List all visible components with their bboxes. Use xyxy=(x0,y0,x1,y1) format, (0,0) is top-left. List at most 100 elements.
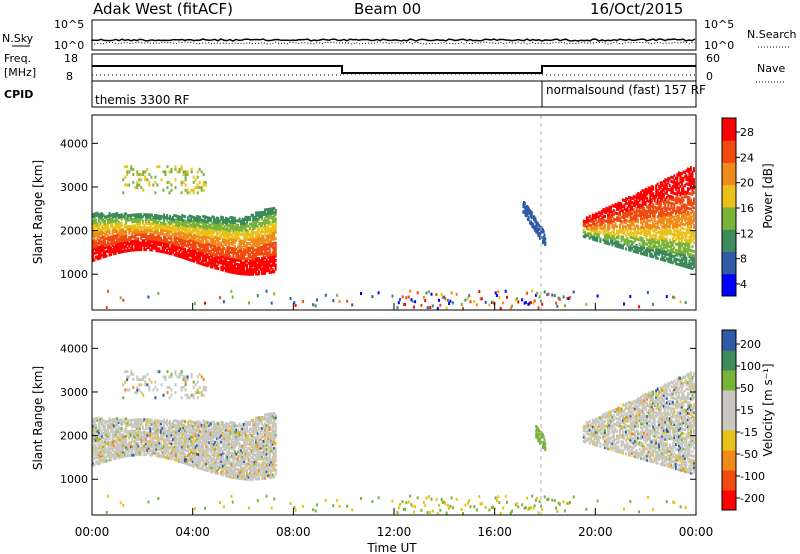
echo-cell xyxy=(137,224,140,228)
echo-cell xyxy=(92,252,94,256)
echo-cell xyxy=(230,246,233,250)
echo-cell xyxy=(258,246,261,250)
echo-cell xyxy=(95,233,97,237)
echo-cell xyxy=(99,221,102,225)
echo-cell xyxy=(268,227,271,231)
echo-cell xyxy=(602,214,605,218)
echo-cell xyxy=(262,267,265,271)
echo-cell xyxy=(92,448,94,452)
echo-cell xyxy=(230,238,233,241)
echo-cell xyxy=(661,240,664,244)
echo-cell xyxy=(111,235,114,239)
echo-cell xyxy=(116,214,119,218)
echo-cell xyxy=(229,270,232,274)
echo-cell xyxy=(206,218,209,222)
echo-cell xyxy=(688,174,691,178)
echo-cell xyxy=(164,233,167,237)
echo-cell xyxy=(206,225,209,228)
echo-cell xyxy=(194,218,197,222)
echo-cell xyxy=(534,217,537,221)
echo-cell xyxy=(449,299,452,303)
echo-cell xyxy=(237,271,239,275)
echo-cell xyxy=(110,458,113,461)
echo-cell xyxy=(117,418,120,422)
echo-cell xyxy=(215,247,218,251)
echo-cell xyxy=(655,195,658,199)
echo-cell xyxy=(668,212,671,216)
echo-cell xyxy=(137,435,140,439)
echo-cell xyxy=(124,165,127,169)
echo-cell xyxy=(105,226,108,229)
echo-cell xyxy=(175,247,178,251)
echo-cell xyxy=(160,243,162,247)
echo-cell xyxy=(199,224,202,228)
echo-cell xyxy=(516,297,519,300)
echo-cell xyxy=(102,251,105,254)
echo-cell xyxy=(193,222,196,226)
echo-cell xyxy=(596,236,599,240)
echo-cell xyxy=(693,178,695,181)
echo-cell xyxy=(144,446,147,450)
echo-cell xyxy=(264,263,267,266)
echo-cell xyxy=(262,230,265,234)
echo-cell xyxy=(128,218,131,222)
echo-cell xyxy=(273,233,276,237)
echo-cell xyxy=(114,249,117,253)
echo-cell xyxy=(198,167,201,171)
echo-cell xyxy=(155,427,158,431)
echo-cell xyxy=(514,298,517,302)
echo-cell xyxy=(625,210,627,214)
echo-cell xyxy=(690,255,692,259)
echo-cell xyxy=(640,232,643,236)
echo-cell xyxy=(690,238,692,242)
echo-cell xyxy=(676,210,679,214)
echo-cell xyxy=(238,256,241,260)
echo-cell xyxy=(619,212,621,216)
echo-cell xyxy=(155,246,158,250)
echo-cell xyxy=(634,239,637,243)
echo-cell xyxy=(606,229,609,232)
echo-cell xyxy=(141,230,144,234)
echo-cell xyxy=(193,251,196,254)
echo-cell xyxy=(594,238,597,242)
echo-cell xyxy=(634,215,637,219)
echo-cell xyxy=(268,214,271,218)
echo-cell xyxy=(205,263,208,267)
echo-cell xyxy=(679,191,682,195)
echo-cell xyxy=(119,433,122,437)
echo-cell xyxy=(134,235,137,239)
echo-cell xyxy=(135,446,138,450)
colorbar-tick-label: 4 xyxy=(740,278,747,291)
echo-cell xyxy=(232,264,235,268)
echo-cell xyxy=(265,264,268,268)
echo-cell xyxy=(246,268,248,272)
echo-cell xyxy=(169,439,171,443)
echo-cell xyxy=(155,238,158,242)
echo-cell xyxy=(98,241,100,245)
echo-cell xyxy=(685,208,688,212)
echo-cell xyxy=(215,234,218,237)
echo-cell xyxy=(153,246,156,250)
echo-cell xyxy=(193,302,196,306)
echo-cell xyxy=(146,440,149,444)
echo-cell xyxy=(643,241,646,245)
echo-cell xyxy=(134,420,137,424)
echo-cell xyxy=(683,171,686,174)
echo-cell xyxy=(255,224,258,228)
echo-cell xyxy=(670,188,673,192)
echo-cell xyxy=(268,244,271,248)
echo-cell xyxy=(152,451,155,455)
echo-cell xyxy=(155,432,158,436)
echo-cell xyxy=(661,212,664,216)
echo-cell xyxy=(620,219,623,223)
echo-cell xyxy=(252,220,255,224)
echo-cell xyxy=(95,218,97,222)
echo-cell xyxy=(169,457,171,460)
echo-cell xyxy=(625,225,627,229)
echo-cell xyxy=(261,230,264,234)
echo-cell xyxy=(141,215,144,219)
echo-cell xyxy=(241,250,244,254)
echo-cell xyxy=(126,240,129,244)
echo-cell xyxy=(643,226,646,230)
echo-cell xyxy=(659,214,662,217)
